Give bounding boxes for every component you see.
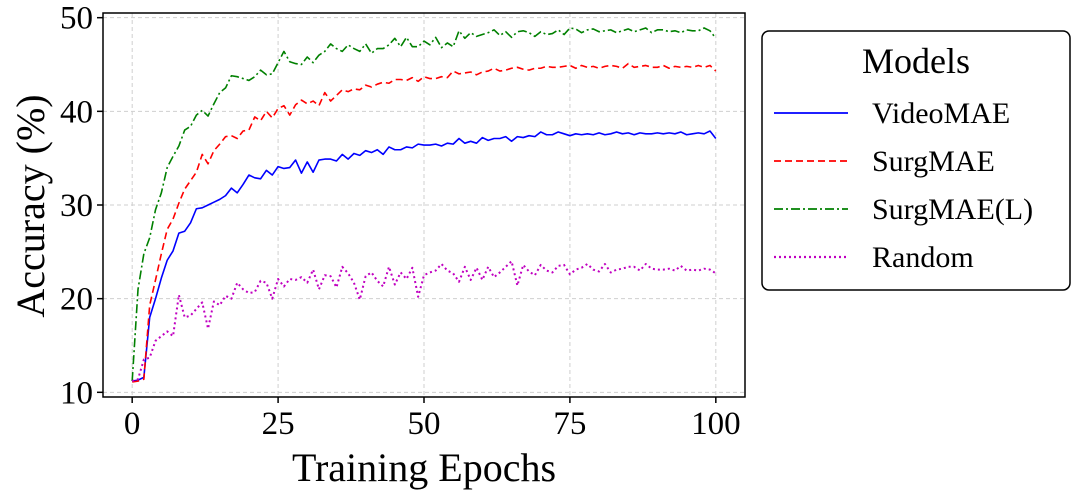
x-tick-label: 50 xyxy=(408,406,441,442)
y-tick-label: 40 xyxy=(60,94,93,130)
series-layer xyxy=(131,27,717,383)
grid xyxy=(103,13,745,397)
legend-label: VideoMAE xyxy=(872,97,1010,130)
x-axis-ticks: 0 25 50 75 100 xyxy=(124,397,741,442)
legend-label: SurgMAE xyxy=(872,145,995,178)
x-tick-label: 75 xyxy=(553,406,586,442)
y-tick-label: 20 xyxy=(60,282,93,318)
y-axis-ticks: 10 20 30 40 50 xyxy=(60,1,103,411)
legend-box xyxy=(761,30,1071,291)
legend-label: SurgMAE(L) xyxy=(872,193,1033,226)
legend-label: Random xyxy=(872,241,974,274)
series-line-surgmae-l xyxy=(131,27,717,382)
x-tick-label: 0 xyxy=(124,406,141,442)
series-line-videomae xyxy=(132,130,717,382)
legend-entries: VideoMAE SurgMAE SurgMAE(L) Random xyxy=(774,97,1033,274)
series-line-surgmae xyxy=(132,62,717,383)
x-tick-label: 100 xyxy=(691,406,741,442)
x-axis-label: Training Epochs xyxy=(292,445,556,490)
legend-title: Models xyxy=(862,41,970,81)
y-axis-label: Accuracy (%) xyxy=(8,94,53,317)
x-tick-label: 25 xyxy=(262,406,295,442)
legend: Models VideoMAE SurgMAE SurgMAE(L) Random xyxy=(761,30,1071,291)
y-tick-label: 50 xyxy=(60,1,93,37)
y-tick-label: 10 xyxy=(60,375,93,411)
y-tick-label: 30 xyxy=(60,188,93,224)
